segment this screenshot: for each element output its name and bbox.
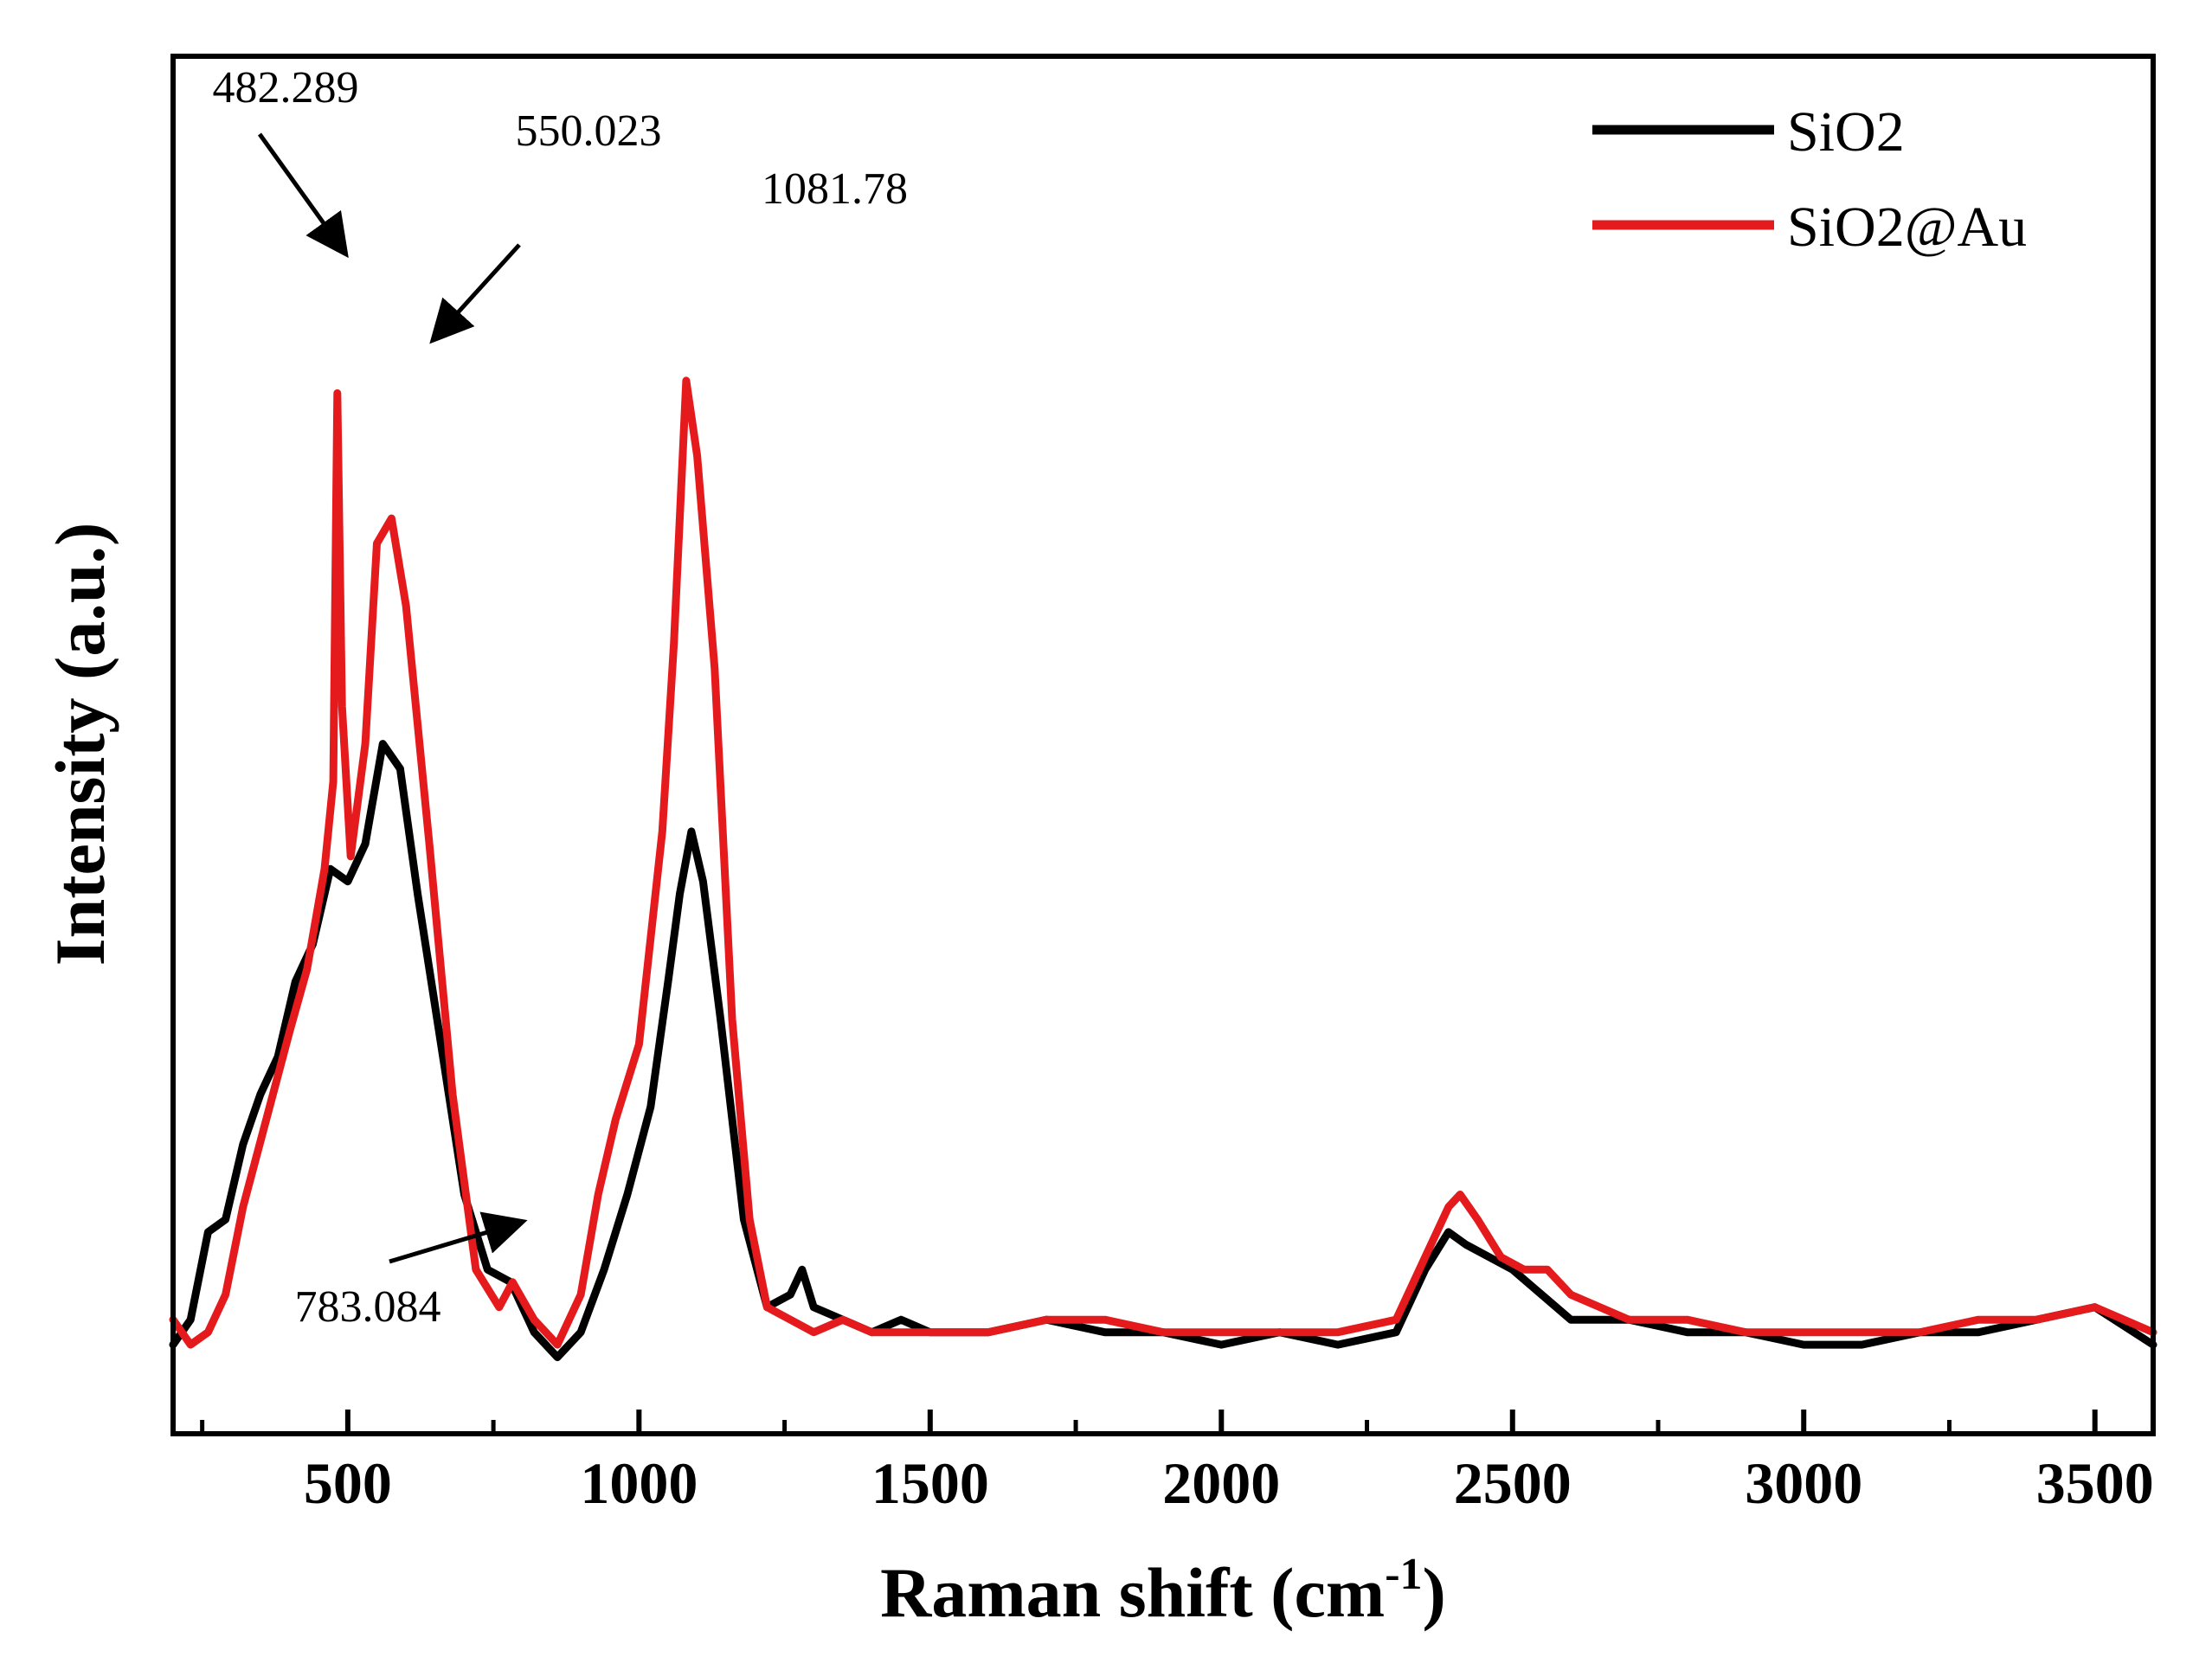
peak-arrow: [429, 243, 521, 344]
legend: SiO2 SiO2@Au: [1592, 100, 2027, 259]
series-line-sio2: [169, 740, 2157, 1362]
peak-label: 482.289: [213, 63, 359, 112]
series-line-sio2-au: [169, 376, 2157, 1349]
series-lines: [169, 376, 2157, 1362]
peak-label: 1081.78: [762, 164, 908, 214]
peak-arrow: [257, 132, 349, 259]
peak-arrow: [389, 1211, 528, 1264]
x-tick-label: 2000: [1162, 1450, 1280, 1516]
plot-frame: [170, 54, 2156, 1436]
legend-label-sio2: SiO2: [1787, 100, 1905, 164]
x-axis-ticks: [200, 1410, 2098, 1434]
x-tick-label: 3500: [2036, 1450, 2154, 1516]
peak-annotations: 482.289 550.023 1081.78 783.084: [213, 63, 909, 1332]
x-tick-label: 500: [304, 1450, 392, 1516]
x-axis-tick-labels: 500 1000 1500 2000 2500 3000 3500: [304, 1450, 2154, 1516]
legend-label-sio2-au: SiO2@Au: [1787, 196, 2027, 259]
peak-label: 550.023: [516, 106, 662, 156]
y-axis-title: Intensity (a.u.): [41, 523, 119, 967]
peak-label: 783.084: [295, 1282, 441, 1332]
x-tick-label: 1500: [871, 1450, 989, 1516]
x-tick-label: 2500: [1454, 1450, 1572, 1516]
x-axis-title: Raman shift (cm-1): [880, 1550, 1446, 1632]
x-tick-label: 1000: [580, 1450, 698, 1516]
x-tick-label: 3000: [1745, 1450, 1862, 1516]
